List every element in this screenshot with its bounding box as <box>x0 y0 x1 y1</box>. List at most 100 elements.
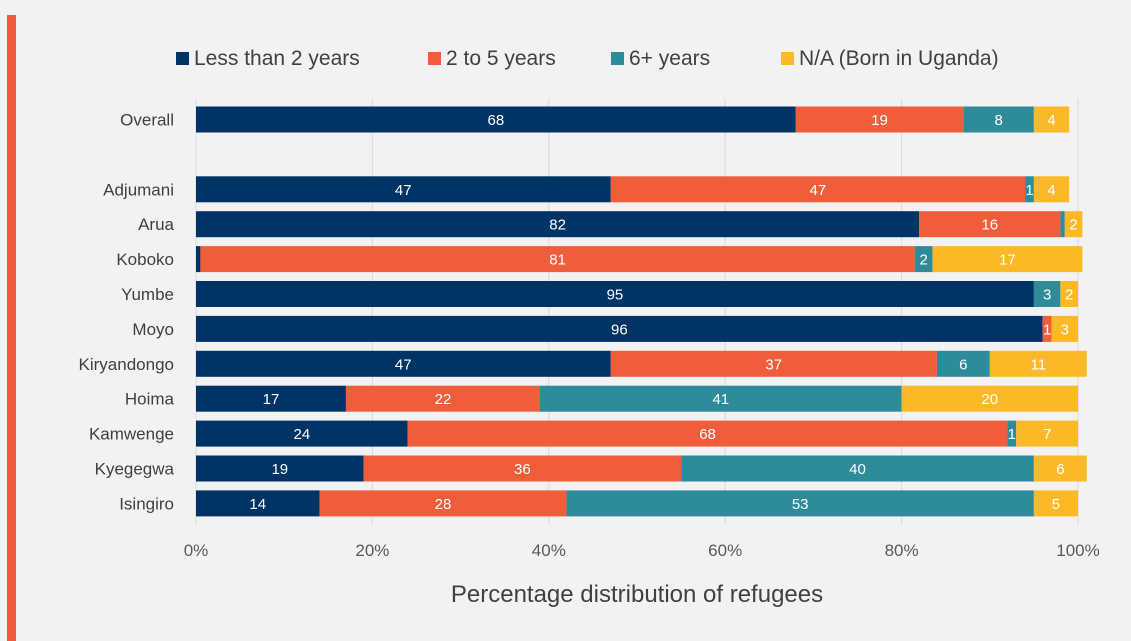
bar-segment <box>963 106 1034 133</box>
bar-segment <box>914 246 933 273</box>
bar-segment <box>1007 420 1017 447</box>
data-label: 53 <box>792 496 809 513</box>
bar-segment <box>196 350 611 377</box>
data-label: 96 <box>611 321 628 338</box>
bar-segment <box>196 176 611 203</box>
x-tick-label: 80% <box>885 541 919 560</box>
x-tick-label: 0% <box>184 541 209 560</box>
bar-segment <box>932 246 1083 273</box>
data-label: 2 <box>1065 287 1073 304</box>
bar-segment <box>345 385 540 412</box>
bar-segment <box>919 211 1061 238</box>
bar-segment <box>1060 211 1065 238</box>
bar-segment <box>1060 281 1078 307</box>
data-label: 17 <box>999 252 1016 269</box>
legend-swatch <box>611 52 624 65</box>
data-label: 3 <box>1061 321 1069 338</box>
category-label: Kyegegwa <box>95 460 175 479</box>
bar-segment <box>407 420 1008 447</box>
legend-swatch <box>781 52 794 65</box>
data-label: 36 <box>514 461 531 478</box>
bar-segment <box>1033 106 1070 133</box>
category-label: Kiryandongo <box>79 355 174 374</box>
data-label: 6 <box>959 356 967 373</box>
data-label: 68 <box>699 426 716 443</box>
data-label: 3 <box>1043 287 1051 304</box>
bar-segment <box>196 420 408 447</box>
category-label: Arua <box>138 215 174 234</box>
data-label: 1 <box>1025 182 1033 199</box>
bar-segment <box>1064 211 1083 238</box>
bar-segment <box>1033 176 1070 203</box>
category-label: Adjumani <box>103 180 174 199</box>
accent-bar <box>7 15 16 641</box>
x-tick-label: 60% <box>708 541 742 560</box>
category-label: Hoima <box>125 390 175 409</box>
data-label: 7 <box>1043 426 1051 443</box>
data-label: 41 <box>712 391 729 408</box>
category-label: Moyo <box>132 320 174 339</box>
bar-segment <box>989 350 1087 377</box>
data-label: 6 <box>1056 461 1064 478</box>
data-label: 1 <box>1008 426 1016 443</box>
bar-segment <box>196 106 796 133</box>
legend-label: 6+ years <box>629 47 710 70</box>
bar-segment <box>363 455 682 482</box>
bar-segment <box>1025 176 1034 203</box>
data-label: 40 <box>849 461 866 478</box>
data-label: 28 <box>435 496 452 513</box>
data-label: 24 <box>293 426 310 443</box>
legend-label: Less than 2 years <box>194 47 360 70</box>
data-label: 11 <box>1031 356 1047 373</box>
x-tick-label: 100% <box>1056 541 1099 560</box>
data-label: 47 <box>395 356 412 373</box>
bar-segment <box>795 106 964 133</box>
category-label: Overall <box>120 111 174 130</box>
data-label: 68 <box>488 112 505 129</box>
x-tick-labels: 0% 20% 40% 60% 80% 100% <box>184 541 1100 560</box>
data-label: 47 <box>395 182 412 199</box>
bar-segment <box>901 385 1078 412</box>
bar-segment <box>539 385 902 412</box>
x-axis-title: Percentage distribution of refugees <box>451 581 823 608</box>
category-label: Yumbe <box>121 285 174 304</box>
data-label: 19 <box>871 112 888 129</box>
category-label: Kamwenge <box>89 425 174 444</box>
data-label: 37 <box>765 356 782 373</box>
data-label: 20 <box>981 391 998 408</box>
bar-segment <box>936 350 990 377</box>
category-label: Isingiro <box>119 494 174 513</box>
data-label: 2 <box>919 252 927 269</box>
bar-segment <box>610 350 937 377</box>
x-tick-label: 20% <box>355 541 389 560</box>
bar-segment <box>1033 490 1078 517</box>
legend: Less than 2 years 2 to 5 years 6+ years N/A… <box>176 47 999 70</box>
data-label: 16 <box>981 217 998 234</box>
data-label: 14 <box>249 496 266 513</box>
data-label: 82 <box>549 217 566 234</box>
bar-segment <box>196 315 1043 342</box>
data-label: 2 <box>1069 217 1077 234</box>
data-label: 5 <box>1052 496 1060 513</box>
bar-segment <box>610 176 1026 203</box>
bar-segment <box>1042 315 1052 342</box>
data-label: 81 <box>549 252 566 269</box>
legend-swatch <box>176 52 189 65</box>
category-label: Koboko <box>116 250 174 269</box>
bar-segment <box>196 246 201 273</box>
bar-segment <box>681 455 1034 482</box>
category-labels: Overall Adjumani Arua Koboko Yumbe Moyo Kiryan… <box>79 111 175 514</box>
bar-segment <box>196 490 320 517</box>
data-label: 4 <box>1047 182 1055 199</box>
data-label: 4 <box>1047 112 1055 129</box>
data-label: 1 <box>1043 321 1051 338</box>
bar-segment <box>196 455 364 482</box>
gridlines <box>195 98 1079 524</box>
bar-segment <box>1033 455 1087 482</box>
data-label: 19 <box>271 461 288 478</box>
data-label: 17 <box>263 391 280 408</box>
data-label: 8 <box>994 112 1002 129</box>
data-label: 95 <box>607 287 624 304</box>
